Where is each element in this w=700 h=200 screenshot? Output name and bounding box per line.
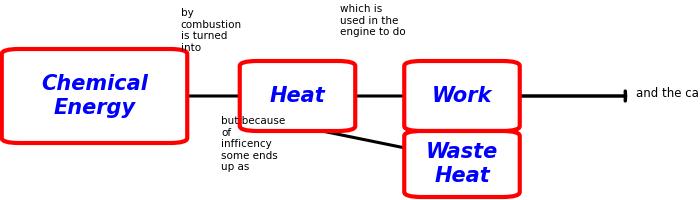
Text: but because
of
infficency
some ends
up as: but because of infficency some ends up a… — [221, 116, 286, 172]
FancyBboxPatch shape — [239, 61, 355, 131]
Text: which is
used in the
engine to do: which is used in the engine to do — [340, 4, 405, 37]
Text: by
combustion
is turned
into: by combustion is turned into — [181, 8, 241, 53]
Text: and the car goes!: and the car goes! — [636, 86, 700, 99]
FancyBboxPatch shape — [405, 131, 519, 197]
Text: Heat: Heat — [270, 86, 326, 106]
FancyBboxPatch shape — [2, 49, 188, 143]
Text: Waste
Heat: Waste Heat — [426, 142, 498, 186]
FancyBboxPatch shape — [405, 61, 519, 131]
Text: Chemical
Energy: Chemical Energy — [41, 74, 148, 118]
Text: Work: Work — [432, 86, 492, 106]
